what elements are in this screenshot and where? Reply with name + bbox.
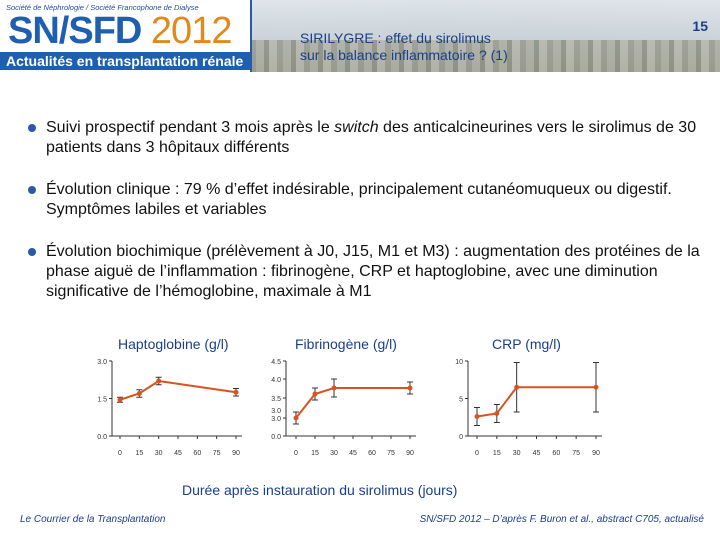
series-line <box>476 386 596 418</box>
data-point <box>233 389 239 395</box>
series-line <box>119 379 237 401</box>
data-point <box>117 397 123 403</box>
x-tick-label: 45 <box>533 450 541 457</box>
x-tick-label: 15 <box>135 450 143 457</box>
congress-logo: SN/SFD 2012 <box>8 10 233 52</box>
bullet-dot-icon <box>28 248 36 256</box>
data-point <box>593 384 599 390</box>
x-tick-label: 15 <box>311 450 319 457</box>
y-tick-label: 10 <box>455 359 463 366</box>
y-tick-label: 3.5 <box>271 396 281 403</box>
x-tick-label: 60 <box>368 450 376 457</box>
series-line <box>295 387 410 419</box>
bullet-item: Évolution clinique : 79 % d’effet indési… <box>28 180 708 220</box>
logo-main: SN/SFD <box>8 10 142 52</box>
y-tick-label: 0 <box>459 434 463 441</box>
x-tick-label: 45 <box>174 450 182 457</box>
bullet-dot-icon <box>28 186 36 194</box>
slide-title: SIRILYGRE : effet du sirolimus sur la ba… <box>300 30 508 64</box>
bullet-text: Suivi prospectif pendant 3 mois après le <box>46 119 335 136</box>
banner-cityscape <box>250 40 720 72</box>
x-tick-label: 15 <box>493 450 501 457</box>
footer-citation: SN/SFD 2012 – D’après F. Buron et al., a… <box>419 514 704 525</box>
chart-title-fibrinogene: Fibrinogène (g/l) <box>295 336 397 352</box>
footer-source-journal: Le Courrier de la Transplantation <box>20 514 166 525</box>
y-tick-label: 3.0 <box>97 359 107 366</box>
data-point <box>494 411 500 416</box>
logo-box: Société de Néphrologie / Société Francop… <box>0 0 252 72</box>
y-tick-label: 5 <box>459 397 463 404</box>
x-tick-label: 30 <box>155 450 163 457</box>
bullet-list: Suivi prospectif pendant 3 mois après le… <box>28 118 708 324</box>
y-tick-label: 4.5 <box>271 359 281 366</box>
x-tick-label: 90 <box>232 450 240 457</box>
bullet-text: Évolution biochimique (prélèvement à J0,… <box>46 243 700 300</box>
x-tick-label: 0 <box>475 450 479 457</box>
x-tick-label: 45 <box>349 450 357 457</box>
data-point <box>312 391 318 397</box>
x-tick-label: 60 <box>193 450 201 457</box>
y-tick-label: 3.0 <box>271 408 281 415</box>
y-tick-label: 3.0 <box>271 416 281 423</box>
y-tick-label: 0.0 <box>97 434 107 441</box>
x-tick-label: 75 <box>387 450 395 457</box>
bullet-italic: switch <box>334 119 379 136</box>
x-tick-label: 0 <box>118 450 122 457</box>
x-tick-label: 0 <box>294 450 298 457</box>
y-tick-label: 0.0 <box>271 434 281 441</box>
x-tick-label: 90 <box>406 450 414 457</box>
x-tick-label: 75 <box>213 450 221 457</box>
chart-title-haptoglobine: Haptoglobine (g/l) <box>118 336 229 352</box>
data-point <box>156 378 162 384</box>
data-point <box>407 385 413 391</box>
header-banner: Société de Néphrologie / Société Francop… <box>0 0 720 72</box>
data-point <box>293 415 299 421</box>
slide-title-line1: SIRILYGRE : effet du sirolimus <box>300 30 491 46</box>
society-line: Société de Néphrologie / Société Francop… <box>6 3 199 12</box>
y-tick-label: 1.5 <box>97 397 107 404</box>
data-point <box>474 414 480 419</box>
bullet-text-cont: des anticalcineurines vers le sirolimus … <box>46 119 697 156</box>
x-tick-label: 75 <box>572 450 580 457</box>
x-tick-label: 30 <box>513 450 521 457</box>
bullet-item: Évolution biochimique (prélèvement à J0,… <box>28 242 708 302</box>
x-tick-label: 90 <box>592 450 600 457</box>
data-point <box>136 391 142 396</box>
x-tick-label: 30 <box>330 450 338 457</box>
shared-x-axis-label: Durée après instauration du sirolimus (j… <box>182 482 458 498</box>
bullet-text: Évolution clinique : 79 % d’effet indési… <box>46 181 672 218</box>
bullet-item: Suivi prospectif pendant 3 mois après le… <box>28 118 708 158</box>
y-tick-label: 4.0 <box>271 377 281 384</box>
data-point <box>331 385 337 391</box>
chart-title-crp: CRP (mg/l) <box>492 336 561 352</box>
banner-subtitle: Actualités en transplantation rénale <box>0 52 250 70</box>
slide-number: 15 <box>692 18 708 34</box>
logo-year: 2012 <box>150 10 233 52</box>
slide-title-line2: sur la balance inflammatoire ? (1) <box>300 47 508 63</box>
x-tick-label: 60 <box>552 450 560 457</box>
data-point <box>514 384 520 390</box>
bullet-dot-icon <box>28 124 36 132</box>
